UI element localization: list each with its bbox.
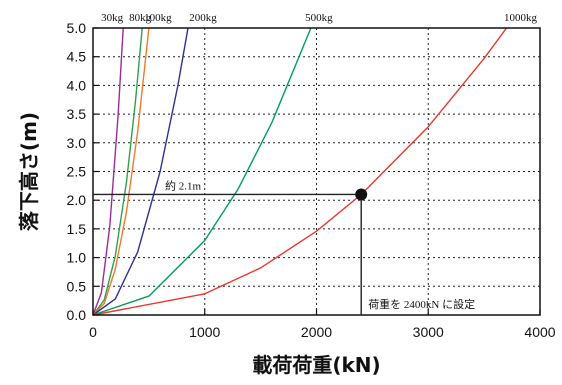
x-tick-label: 2000 <box>301 324 332 340</box>
y-tick-label: 2.0 <box>67 192 87 208</box>
y-tick-label: 5.0 <box>67 20 87 36</box>
series-line-500kg <box>92 27 312 316</box>
series-layer <box>92 27 508 316</box>
y-tick-label: 2.5 <box>67 164 87 180</box>
y-tick-label: 1.5 <box>67 221 87 237</box>
series-label-200kg: 200kg <box>189 12 217 24</box>
series-line-200kg <box>92 27 189 316</box>
annotation-layer: 約 2.1m 荷重を 2400kN に設定 <box>93 178 475 315</box>
series-label-80kg: 80kg <box>129 12 152 24</box>
series-label-100kg: 100kg <box>144 12 172 24</box>
series-line-80kg <box>92 27 143 316</box>
series-label-30kg: 30kg <box>101 12 124 24</box>
load-annotation: 荷重を 2400kN に設定 <box>368 297 475 311</box>
x-tick-label: 3000 <box>413 324 444 340</box>
y-tick-label: 4.5 <box>67 49 87 65</box>
series-label-500kg: 500kg <box>305 12 333 24</box>
y-axis-title: 落下高さ(m) <box>17 112 41 231</box>
ticks-layer <box>92 27 541 316</box>
series-line-30kg <box>92 27 124 316</box>
y-tick-label: 4.0 <box>67 77 87 93</box>
labels-layer: 0 1000 2000 3000 4000 0.0 0.5 1.0 1.5 2.0 2.5 3.0 3.… <box>67 12 556 340</box>
series-line-100kg <box>92 27 150 316</box>
y-tick-label: 3.0 <box>67 135 87 151</box>
y-tick-label: 0.5 <box>67 278 87 294</box>
series-label-1000kg: 1000kg <box>504 12 538 24</box>
height-annotation: 約 2.1m <box>165 178 201 192</box>
x-tick-label: 0 <box>89 324 97 340</box>
series-line-1000kg <box>92 27 508 316</box>
y-tick-label: 0.0 <box>67 307 87 323</box>
y-tick-label: 3.5 <box>67 106 87 122</box>
x-tick-label: 4000 <box>524 324 555 340</box>
selected-point-marker <box>355 188 368 201</box>
x-tick-label: 1000 <box>189 324 220 340</box>
x-axis-title: 載荷荷重(kN) <box>252 353 380 377</box>
y-tick-label: 1.0 <box>67 250 87 266</box>
